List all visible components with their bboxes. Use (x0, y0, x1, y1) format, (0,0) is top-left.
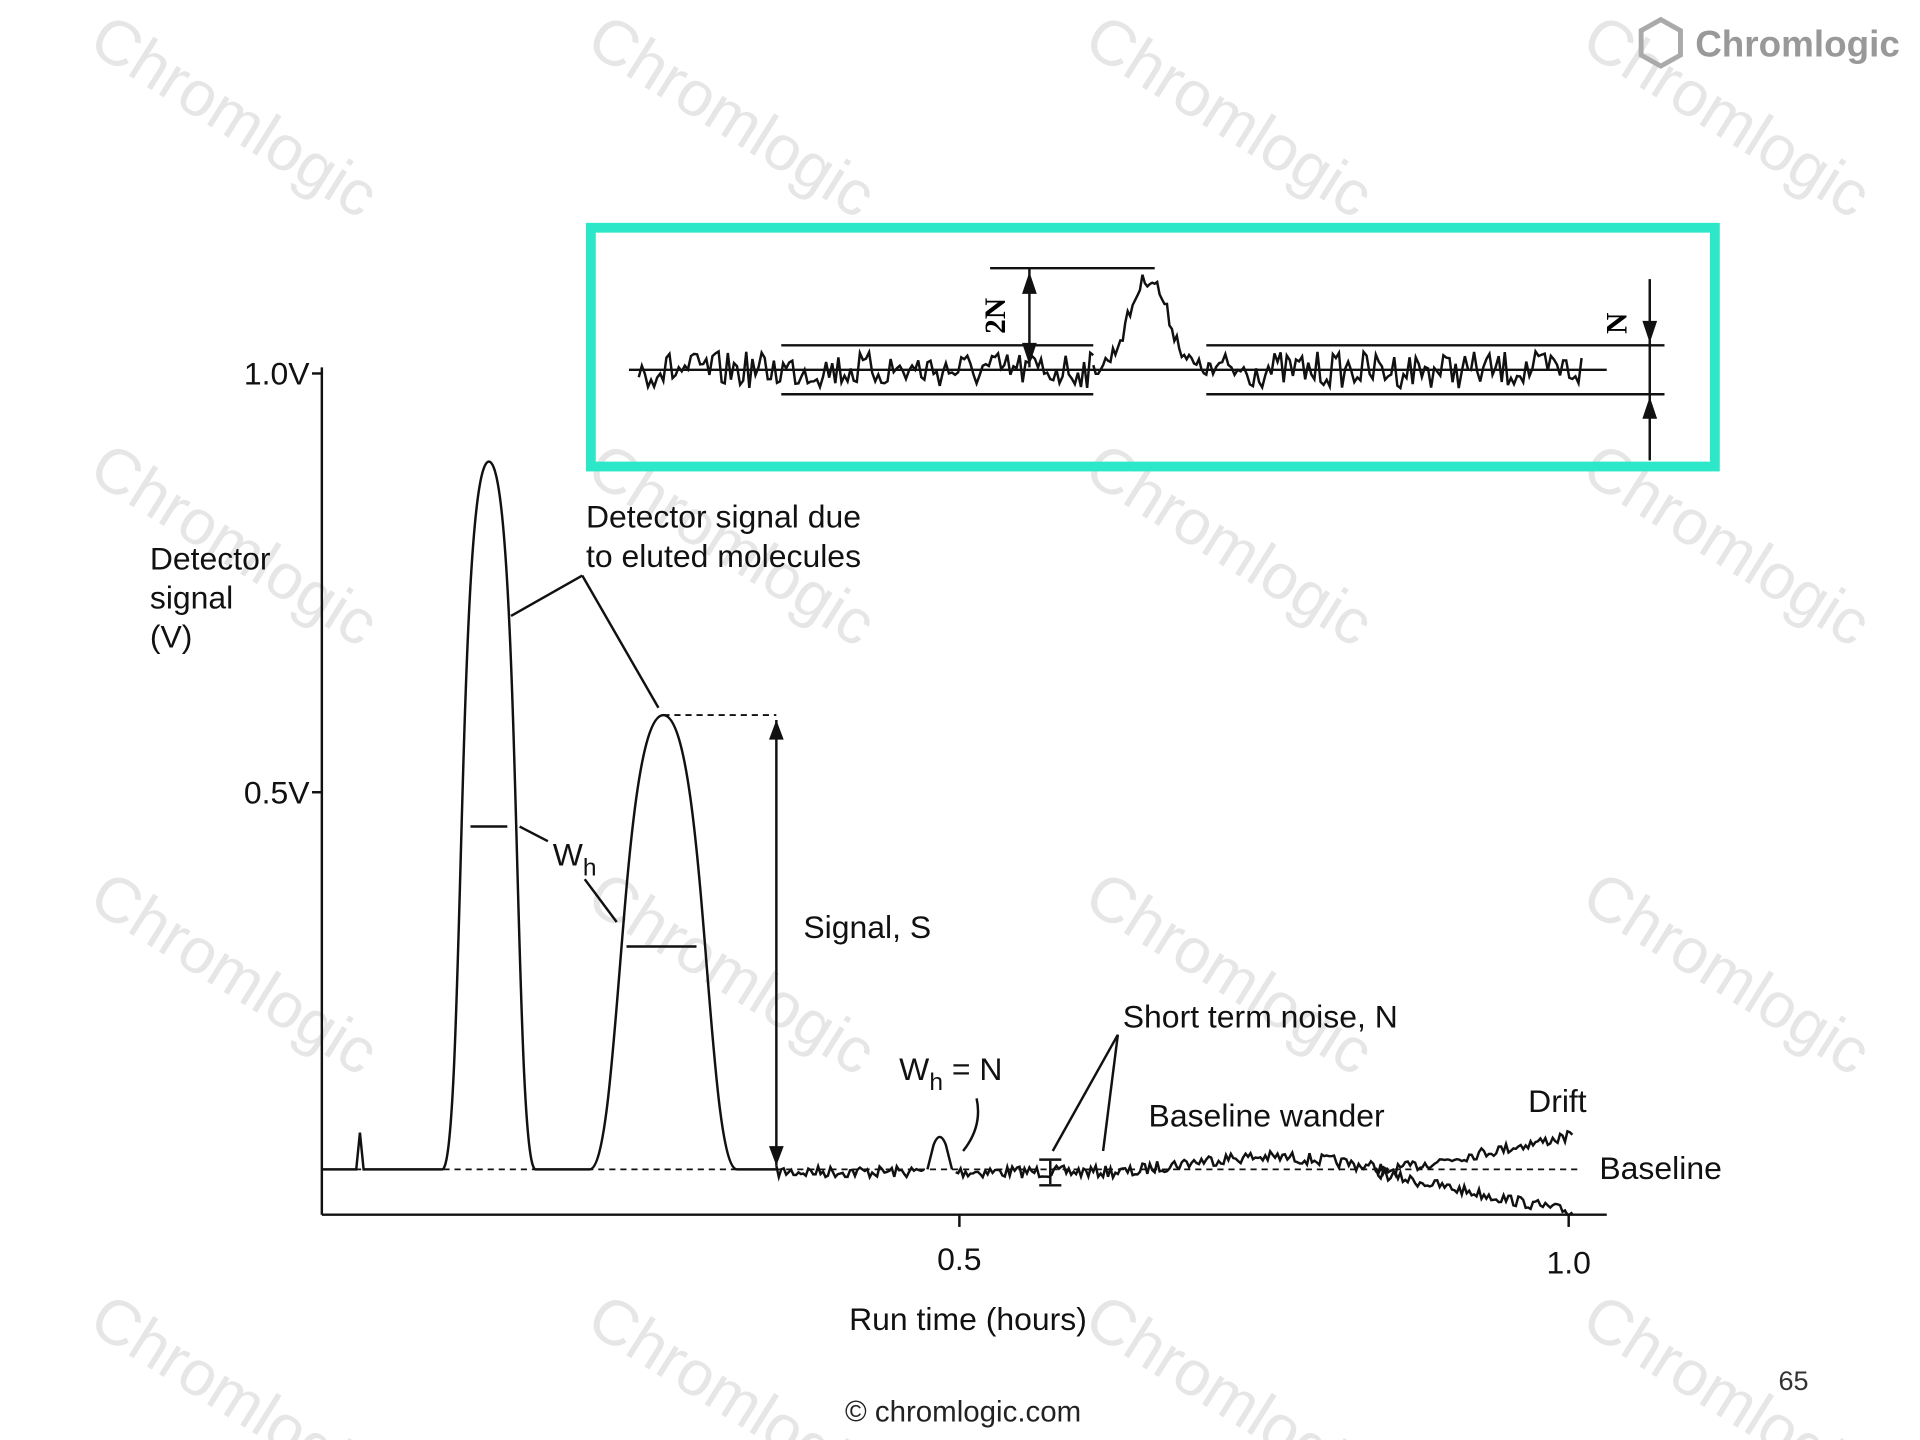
watermark: Chromlogic (576, 857, 888, 1089)
w-main: W (899, 1051, 929, 1087)
inset-noise (1208, 348, 1583, 392)
inset-frame (585, 222, 1720, 472)
y-axis-title: (V) (150, 619, 193, 655)
watermark: Chromlogic (1571, 1279, 1883, 1440)
watermark: Chromlogic (1074, 0, 1386, 231)
annotation: Wh = N (899, 1051, 1002, 1096)
w-rest: = N (943, 1051, 1002, 1087)
drift (1374, 1167, 1574, 1217)
watermark: Chromlogic (1571, 857, 1883, 1089)
x-tick-label: 1.0 (1546, 1245, 1590, 1281)
x-tick-label: 0.5 (937, 1241, 981, 1277)
inset-noise (1092, 274, 1210, 377)
annotation: Baseline wander (1149, 1098, 1385, 1134)
annotation: Signal, S (803, 909, 931, 945)
annotation: to eluted molecules (586, 538, 861, 574)
y-axis-title: Detector (150, 540, 271, 576)
y-axis-title: signal (150, 580, 233, 616)
inset-noise (637, 348, 1095, 391)
watermark: Chromlogic (576, 0, 888, 231)
watermark: Chromlogic (1074, 1279, 1386, 1440)
logo-text: Chromlogic (1695, 23, 1900, 64)
copyright: © chromlogic.com (845, 1396, 1081, 1429)
y-tick-label: 0.5V (244, 774, 310, 810)
watermark: Chromlogic (79, 857, 391, 1089)
page-number: 65 (1778, 1366, 1808, 1396)
noise (955, 1148, 1389, 1182)
watermarks: Chromlogic Chromlogic Chromlogic Chromlogic… (79, 0, 1884, 1440)
watermark: Chromlogic (576, 1279, 888, 1440)
w-sub: h (929, 1069, 943, 1096)
y-tick-label: 1.0V (244, 356, 310, 392)
drift (1374, 1129, 1574, 1179)
watermark: Chromlogic (79, 0, 391, 231)
annotation: Short term noise, N (1123, 998, 1398, 1034)
noise (775, 1162, 925, 1182)
inset-n: N (1601, 313, 1633, 334)
logo: Chromlogic (1638, 16, 1900, 69)
annotation: Drift (1528, 1083, 1587, 1119)
chromatogram (321, 460, 1579, 1217)
watermark: Chromlogic (1074, 857, 1386, 1089)
x-axis-title: Run time (hours) (849, 1301, 1087, 1337)
annotation: Wh (553, 837, 597, 882)
annotation: Baseline (1599, 1150, 1721, 1186)
inset-diagram: 2N N (628, 266, 1665, 461)
watermark: Chromlogic (79, 1279, 391, 1440)
w-main: W (553, 837, 583, 873)
w-sub: h (583, 855, 597, 882)
inset-2n: 2N (980, 298, 1012, 334)
annotation: Detector signal due (586, 499, 861, 535)
axes: 1.0V 0.5V 0.5 1.0 Run time (hours) Detec… (150, 356, 1607, 1337)
